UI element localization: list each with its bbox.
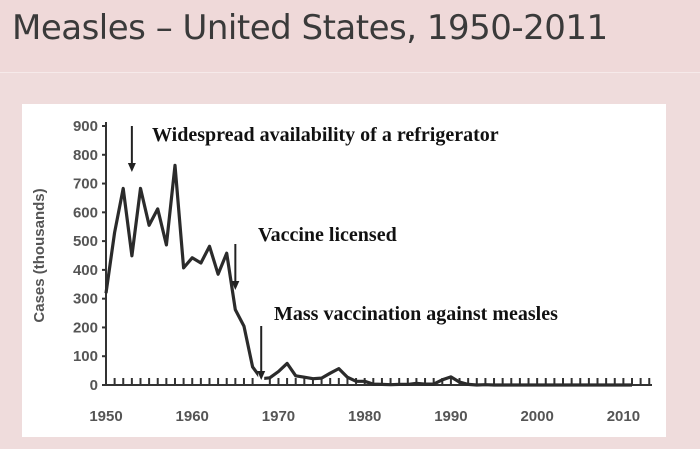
annotation-text: Mass vaccination against measles <box>274 303 558 325</box>
y-tick-label: 400 <box>73 262 98 279</box>
y-tick-label: 900 <box>73 118 98 135</box>
annotation-2: Mass vaccination against measles <box>257 303 558 384</box>
annotation-text: Vaccine licensed <box>258 224 397 246</box>
series-layer <box>104 163 632 387</box>
y-tick-label: 100 <box>73 348 98 365</box>
y-axis-label: Cases (thousands) <box>31 188 48 322</box>
chart-panel: 0 100 200 300 400 500 600 700 800 900 1950 1960 197… <box>22 104 666 437</box>
page-title: Measles – United States, 1950-2011 <box>12 8 608 48</box>
arrow-head <box>257 371 266 380</box>
y-tick-label: 500 <box>73 233 98 250</box>
x-tick-label: 2000 <box>520 408 553 425</box>
x-tick-label: 1980 <box>348 408 381 425</box>
y-tick-labels: 0 100 200 300 400 500 600 700 800 900 <box>73 118 98 394</box>
y-tick-label: 800 <box>73 147 98 164</box>
arrow-head <box>231 281 240 290</box>
x-tick-label: 1960 <box>176 408 209 425</box>
series-line-0 <box>104 163 632 387</box>
x-tick-label: 1970 <box>262 408 295 425</box>
y-tick-label: 200 <box>73 319 98 336</box>
axes <box>102 122 652 386</box>
annotation-text: Widespread availability of a refrigerato… <box>152 124 499 146</box>
annotations: Widespread availability of a refrigerato… <box>127 124 558 384</box>
y-tick-label: 300 <box>73 291 98 308</box>
annotation-0: Widespread availability of a refrigerato… <box>127 124 499 172</box>
arrow-head <box>127 163 136 172</box>
x-tick-labels: 1950 1960 1970 1980 1990 2000 2010 <box>89 408 640 425</box>
measles-line-chart: 0 100 200 300 400 500 600 700 800 900 1950 1960 197… <box>31 118 652 425</box>
header-bar: Measles – United States, 1950-2011 <box>0 0 700 73</box>
x-tick-label: 1990 <box>434 408 467 425</box>
y-tick-label: 0 <box>90 377 98 394</box>
x-tick-label: 2010 <box>607 408 640 425</box>
y-tick-label: 700 <box>73 176 98 193</box>
annotation-1: Vaccine licensed <box>231 224 397 290</box>
y-tick-label: 600 <box>73 204 98 221</box>
x-tick-label: 1950 <box>89 408 122 425</box>
